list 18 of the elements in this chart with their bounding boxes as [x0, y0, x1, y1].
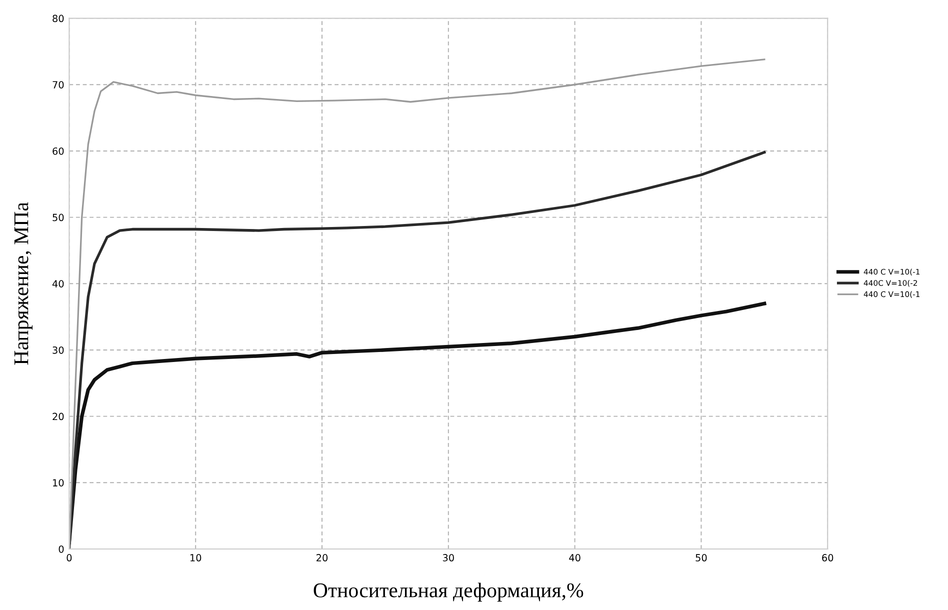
x-tick-label: 60: [822, 554, 834, 562]
x-tick-label: 30: [442, 554, 454, 562]
y-tick-label: 30: [52, 346, 64, 354]
y-tick-label: 40: [52, 280, 64, 288]
x-tick-label: 10: [190, 554, 202, 562]
y-tick-label: 50: [52, 214, 64, 222]
y-axis-title: Напряжение, МПа: [14, 202, 33, 365]
x-tick-label: 50: [696, 554, 707, 562]
y-tick-label: 80: [52, 14, 64, 22]
y-tick-label: 60: [52, 147, 64, 155]
x-axis-title: Относительная деформация,%: [314, 582, 584, 602]
x-tick-label: 40: [569, 554, 580, 562]
x-tick-label: 0: [66, 554, 72, 562]
y-tick-label: 20: [52, 412, 64, 420]
y-tick-label: 10: [53, 479, 64, 486]
x-tick-label: 20: [316, 554, 328, 562]
y-tick-label: 70: [52, 81, 64, 88]
y-tick-label: 0: [58, 545, 64, 553]
